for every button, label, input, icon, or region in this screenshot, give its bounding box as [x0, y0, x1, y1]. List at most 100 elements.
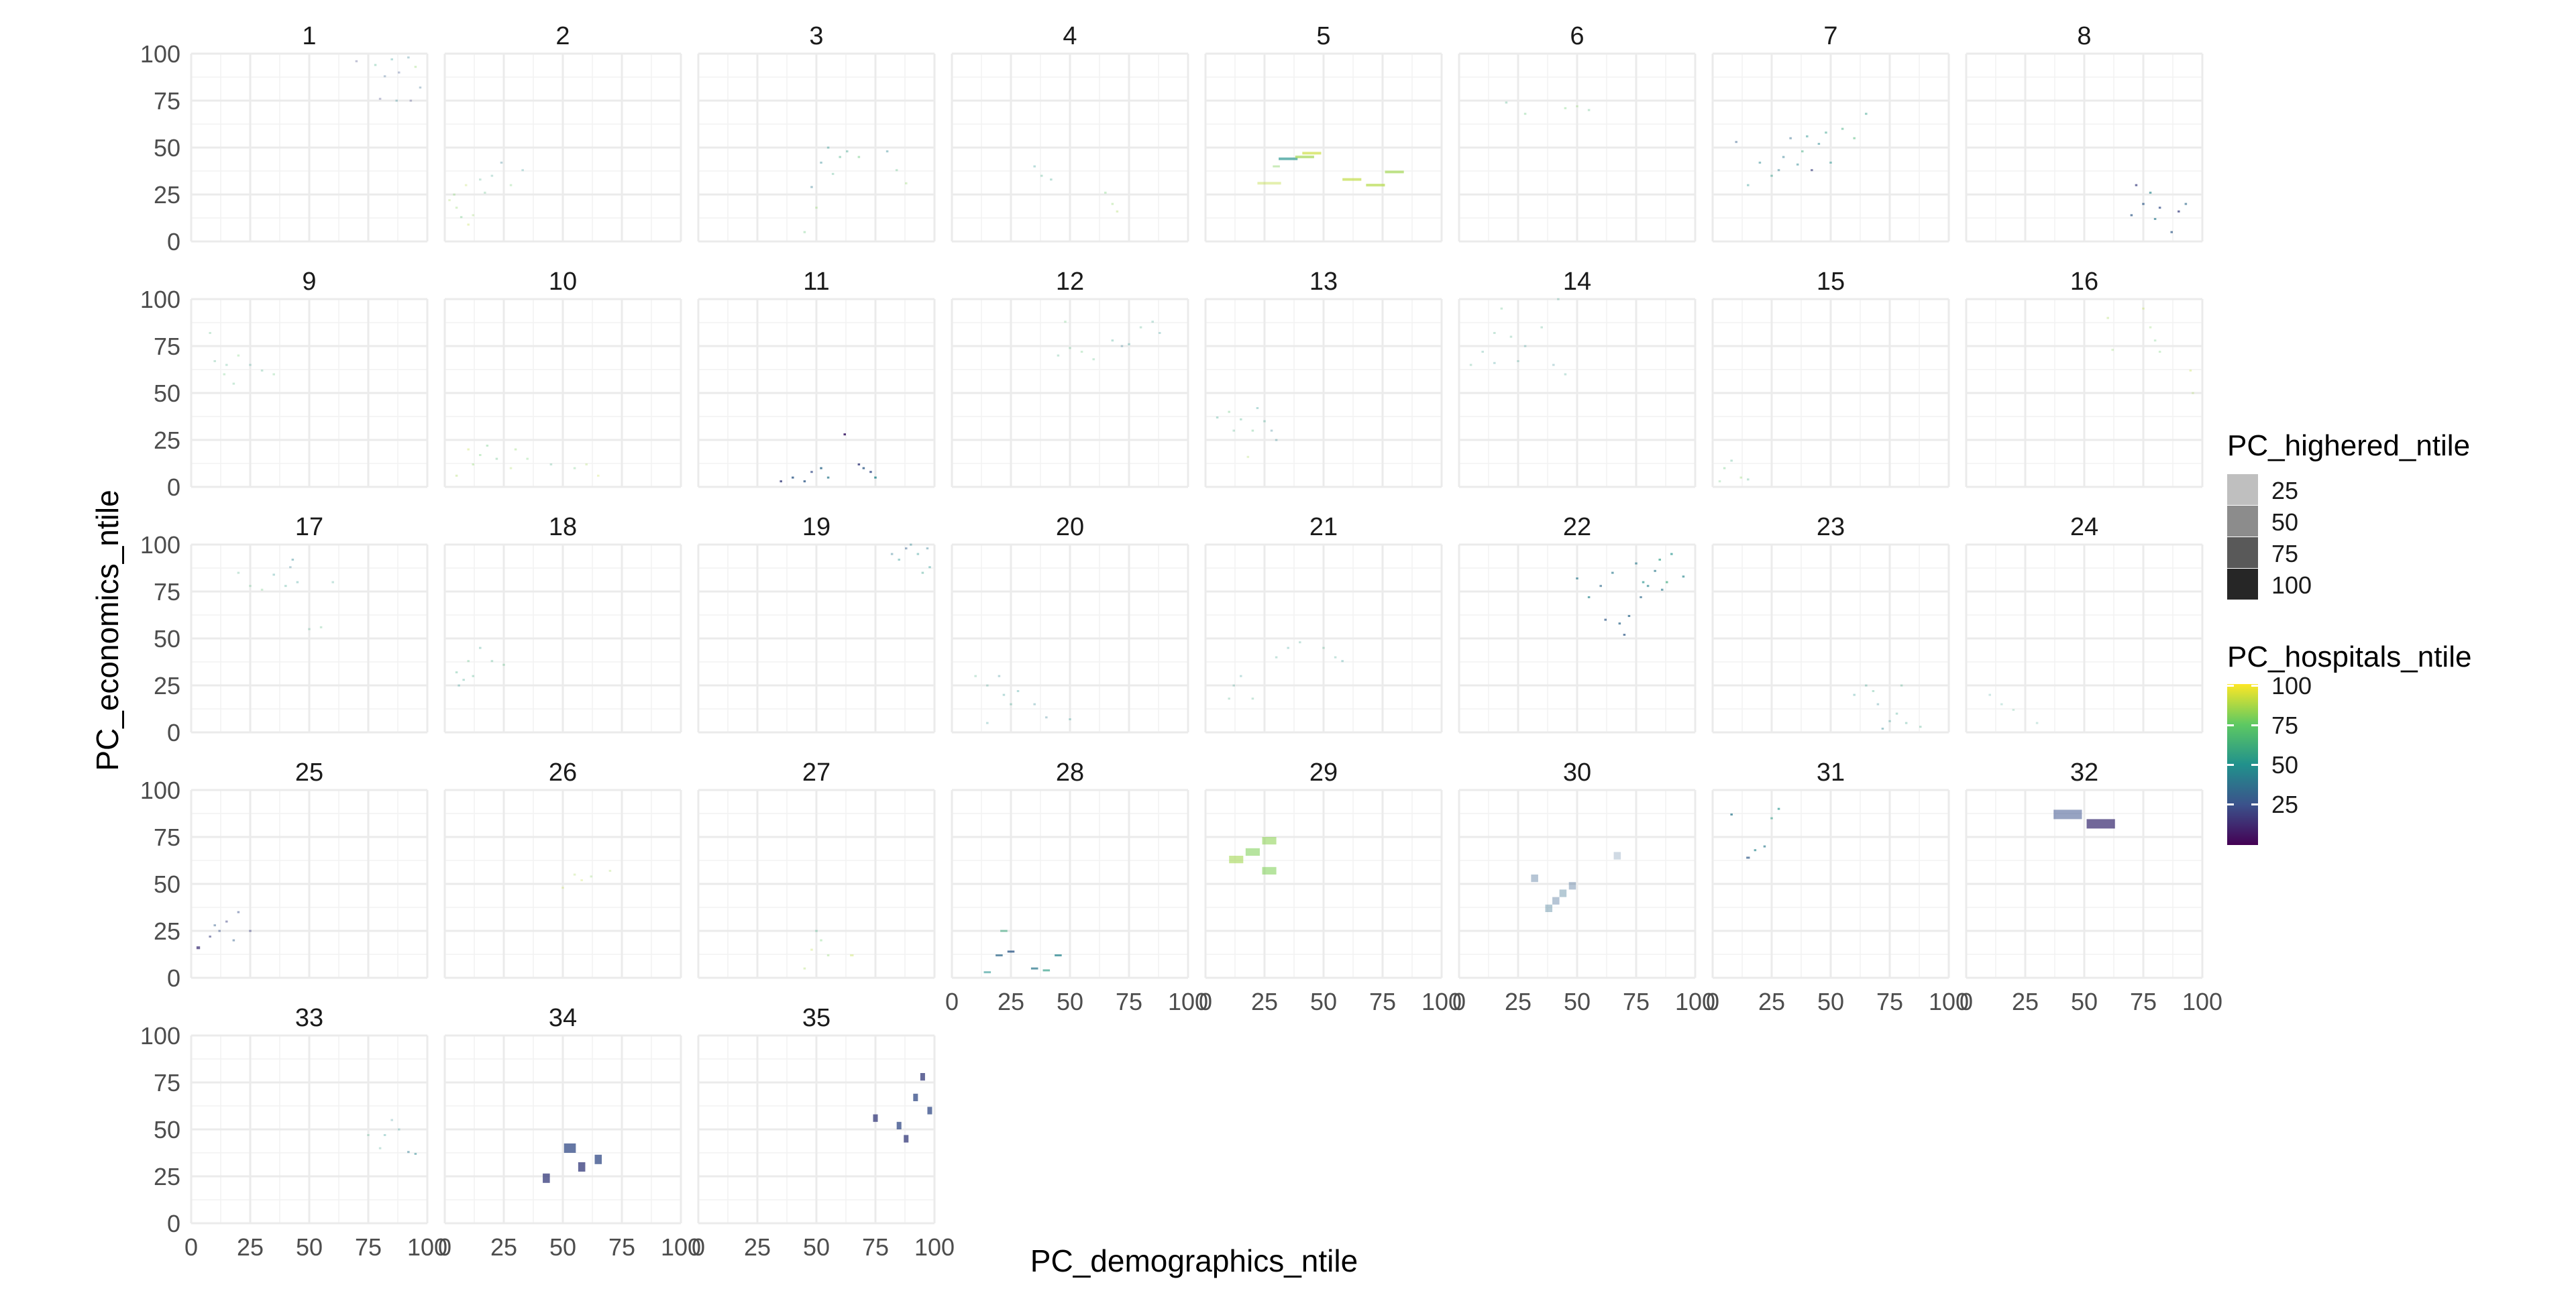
data-tile: [810, 186, 813, 188]
data-tile: [1080, 351, 1083, 353]
data-tile: [986, 722, 989, 724]
data-tile: [460, 216, 463, 219]
data-tile: [928, 566, 931, 569]
data-tile: [407, 56, 410, 59]
data-tile: [289, 566, 292, 569]
data-tile: [1552, 897, 1560, 905]
data-tile: [1872, 690, 1875, 692]
data-tile: [1618, 622, 1621, 625]
data-tile: [495, 457, 498, 460]
facet-strip-label: 22: [1563, 513, 1591, 541]
facet-strip-label: 19: [802, 513, 830, 541]
data-tile: [578, 1162, 586, 1172]
data-tile: [1256, 407, 1259, 409]
data-tile: [378, 97, 382, 100]
facet-strip-label: 32: [2070, 759, 2098, 787]
data-tile: [237, 571, 240, 574]
data-tile: [462, 679, 465, 681]
data-tile: [225, 363, 228, 366]
data-tile: [509, 184, 513, 186]
x-tick-label: 75: [2130, 988, 2157, 1015]
x-tick-label: 0: [438, 1233, 451, 1261]
data-tile: [1104, 191, 1107, 194]
data-tile: [1322, 647, 1325, 649]
data-tile: [1523, 345, 1527, 347]
data-tile: [1865, 113, 1868, 115]
data-tile: [564, 1143, 576, 1153]
data-tile: [1509, 335, 1513, 338]
facet-panel-4: 4: [951, 22, 1189, 243]
facet-panel-8: 8: [1965, 22, 2204, 243]
data-tile: [594, 1154, 602, 1164]
y-tick-label: 75: [154, 333, 180, 360]
data-tile: [1116, 210, 1119, 213]
x-tick-label: 0: [1706, 988, 1719, 1015]
data-tile: [1658, 559, 1661, 561]
facet-panel-14: 14: [1458, 268, 1697, 488]
data-tile: [1262, 866, 1277, 875]
data-tile: [1739, 476, 1742, 479]
data-tile: [926, 547, 929, 550]
x-tick-label: 0: [692, 1233, 705, 1261]
data-tile: [455, 474, 458, 477]
data-tile: [2142, 307, 2145, 310]
facet-panel-34: 34 0 25 50 75 100: [438, 1004, 701, 1261]
data-tile: [2178, 210, 2180, 213]
data-tile: [873, 1114, 878, 1122]
data-tile: [820, 467, 822, 469]
data-tile: [1777, 807, 1780, 810]
data-tile: [407, 1151, 410, 1154]
data-tile: [390, 1119, 393, 1121]
data-tile: [998, 675, 1001, 677]
legend-highered-label-2: 50: [2271, 508, 2299, 536]
y-tick-label: 50: [154, 380, 180, 407]
data-tile: [1151, 321, 1154, 323]
legend-highered-key-3: [2227, 537, 2258, 568]
data-tile: [272, 573, 275, 576]
data-tile: [1568, 882, 1576, 890]
data-tile: [398, 1128, 400, 1131]
data-tile: [1232, 684, 1235, 687]
x-tick-label: 25: [237, 1233, 264, 1261]
facet-strip-label: 20: [1056, 513, 1084, 541]
x-tick-label: 50: [803, 1233, 830, 1261]
data-tile: [573, 467, 576, 469]
facet-panel-13: 13: [1204, 268, 1443, 488]
data-tile: [1245, 848, 1260, 856]
data-tile: [857, 156, 861, 158]
facet-strip-label: 29: [1309, 759, 1338, 787]
data-tile: [1246, 455, 1250, 458]
data-tile: [1505, 101, 1508, 104]
data-tile: [826, 146, 830, 149]
data-tile: [2053, 809, 2082, 820]
data-tile: [514, 448, 517, 451]
data-tile: [479, 178, 482, 181]
data-tile: [1030, 967, 1038, 970]
data-tile: [383, 75, 386, 78]
data-tile: [1604, 618, 1607, 621]
data-tile: [1493, 332, 1496, 334]
data-tile: [1853, 137, 1856, 139]
y-tick-label: 50: [154, 871, 180, 898]
data-tile: [378, 1147, 382, 1149]
facet-panel-5: 5: [1204, 22, 1443, 243]
facet-strip-label: 11: [803, 268, 829, 296]
data-tile: [1576, 577, 1578, 579]
data-tile: [472, 675, 474, 677]
facet-strip-label: 33: [295, 1004, 323, 1032]
data-tile: [1299, 641, 1301, 644]
facet-panel-11: 11: [697, 268, 936, 488]
data-tile: [815, 207, 818, 209]
x-tick-label: 100: [1929, 988, 1969, 1015]
data-tile: [573, 873, 576, 876]
data-tile: [1523, 113, 1527, 115]
data-tile: [1642, 581, 1645, 583]
data-tile: [472, 463, 474, 465]
data-tile: [414, 1153, 417, 1155]
y-tick-label: 0: [167, 1210, 180, 1237]
data-tile: [2106, 317, 2109, 319]
data-tile: [1660, 588, 1664, 591]
y-axis-title: PC_economics_ntile: [90, 490, 125, 771]
facet-panel-2: 2: [443, 22, 682, 243]
data-tile: [1493, 361, 1496, 364]
